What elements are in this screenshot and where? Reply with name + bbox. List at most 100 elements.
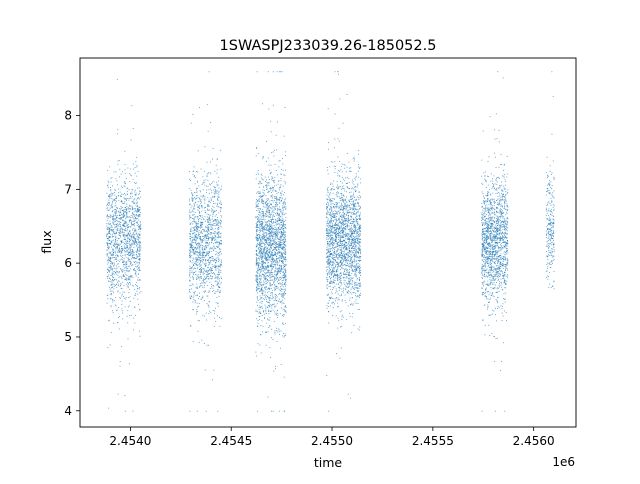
data-point	[259, 252, 261, 253]
data-point	[190, 325, 192, 327]
data-point	[281, 303, 283, 305]
data-point	[260, 221, 262, 223]
data-point	[276, 310, 278, 312]
data-point	[217, 237, 219, 239]
data-point	[338, 217, 340, 219]
data-point	[121, 250, 123, 252]
data-point	[135, 283, 136, 285]
data-point	[276, 231, 278, 233]
data-point	[279, 160, 281, 162]
data-point	[274, 248, 276, 250]
data-point	[279, 244, 281, 246]
data-point	[266, 216, 268, 217]
data-point	[119, 221, 121, 223]
data-point	[121, 240, 123, 242]
data-point	[125, 234, 127, 236]
data-point	[114, 251, 116, 253]
data-point	[199, 239, 201, 241]
data-point	[195, 221, 197, 223]
data-point	[276, 327, 278, 329]
data-point	[198, 277, 200, 279]
data-point	[137, 256, 139, 258]
data-point	[189, 253, 191, 255]
data-point	[271, 292, 273, 294]
data-point	[107, 228, 109, 230]
data-point	[118, 251, 120, 253]
data-point	[270, 295, 272, 297]
data-point	[265, 229, 266, 231]
data-point	[274, 198, 276, 199]
data-point	[214, 275, 216, 277]
data-point	[349, 192, 350, 193]
data-point	[112, 248, 114, 250]
data-point	[107, 223, 109, 225]
data-point	[119, 259, 121, 261]
data-point	[124, 278, 126, 280]
data-point	[124, 234, 126, 236]
data-point	[257, 172, 259, 174]
data-point	[255, 309, 257, 311]
data-point	[277, 180, 279, 182]
data-point	[214, 292, 216, 294]
data-point	[256, 245, 258, 247]
data-point	[189, 289, 191, 291]
data-point	[257, 263, 259, 264]
data-point	[268, 230, 270, 232]
data-point	[190, 268, 192, 270]
data-point	[129, 254, 131, 256]
data-point	[276, 231, 278, 233]
data-point	[217, 217, 218, 219]
data-point	[115, 202, 116, 204]
data-point	[262, 292, 264, 294]
data-point	[129, 197, 131, 199]
data-point	[277, 258, 278, 260]
data-point	[284, 322, 286, 324]
data-point	[264, 202, 266, 204]
data-point	[271, 265, 273, 267]
data-point	[280, 252, 282, 254]
data-point	[204, 282, 206, 284]
data-point	[358, 176, 360, 178]
data-point	[189, 279, 191, 281]
data-point	[138, 206, 140, 208]
data-point	[262, 249, 264, 251]
data-point	[215, 267, 217, 269]
data-point	[194, 219, 195, 221]
data-point	[195, 251, 197, 253]
data-point	[283, 208, 285, 210]
data-point	[133, 329, 135, 331]
data-point	[276, 296, 278, 298]
data-point	[132, 251, 134, 253]
data-point	[279, 244, 281, 245]
data-point	[198, 205, 200, 207]
data-point	[267, 237, 269, 239]
data-point	[262, 262, 264, 264]
data-point	[112, 255, 114, 257]
data-point	[215, 277, 217, 279]
data-point	[134, 218, 136, 220]
data-point	[263, 215, 265, 217]
data-point	[281, 231, 283, 233]
data-point	[267, 207, 269, 209]
data-point	[194, 240, 196, 242]
data-point	[200, 232, 202, 234]
data-point	[195, 268, 196, 270]
data-point	[117, 251, 119, 253]
data-point	[267, 183, 269, 185]
data-point	[119, 212, 121, 214]
data-point	[268, 219, 270, 221]
data-point	[137, 243, 139, 245]
data-point	[133, 214, 135, 216]
data-point	[106, 225, 108, 227]
data-point	[207, 219, 209, 221]
data-point	[206, 271, 207, 273]
data-point	[133, 221, 135, 222]
data-point	[188, 255, 190, 257]
data-point	[283, 256, 285, 258]
data-point	[200, 225, 202, 227]
data-point	[265, 234, 267, 236]
data-point	[279, 265, 281, 267]
data-point	[283, 277, 285, 279]
data-point	[262, 203, 264, 204]
data-point	[275, 365, 276, 367]
